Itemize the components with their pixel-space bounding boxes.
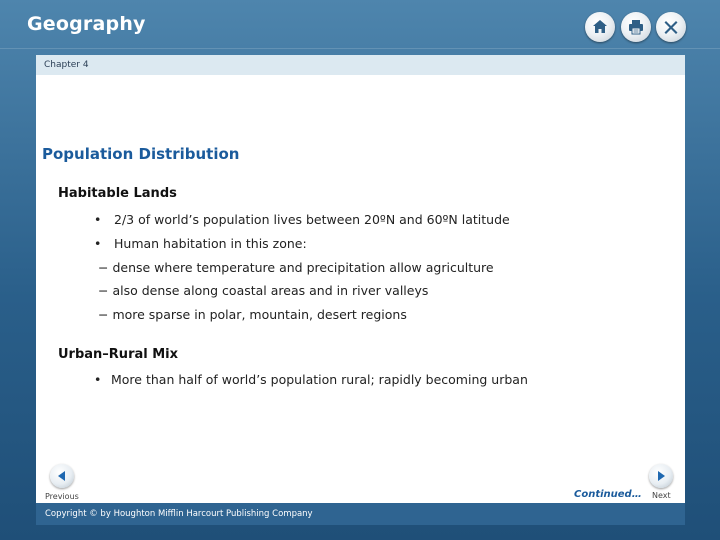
bullet-dot: • [94,212,102,227]
arrow-left-icon [58,471,65,481]
list-item: • More than half of world’s population ru… [94,372,528,387]
chapter-label: Chapter 4 [44,60,89,70]
bullet-text: Human habitation in this zone: [114,236,307,251]
home-button[interactable] [585,12,615,42]
home-icon [593,20,607,33]
next-label[interactable]: Next [652,491,671,500]
app-title: Geography [27,13,146,35]
list-item: • Human habitation in this zone: [94,236,307,251]
sub-list-item: − more sparse in polar, mountain, desert… [98,307,407,322]
printer-icon [629,20,643,35]
sub-list-item: − dense where temperature and precipitat… [98,260,494,275]
slide-content: Population Distribution Habitable Lands … [36,75,685,503]
bullet-text: 2/3 of world’s population lives between … [114,212,510,227]
close-icon [664,21,678,34]
bullet-dot: • [94,372,102,387]
chapter-bar: Chapter 4 [36,55,685,75]
previous-label[interactable]: Previous [45,492,79,501]
close-button[interactable] [656,12,686,42]
footer-bar: Copyright © by Houghton Mifflin Harcourt… [36,503,685,525]
slide-title: Population Distribution [42,145,240,163]
next-button[interactable] [649,464,673,488]
bullet-dot: • [94,236,102,251]
section-heading-urban-rural-mix: Urban–Rural Mix [58,347,179,362]
copyright-text: Copyright © by Houghton Mifflin Harcourt… [45,509,313,519]
previous-button[interactable] [50,464,74,488]
list-item: • 2/3 of world’s population lives between… [94,212,510,227]
bullet-text: More than half of world’s population rur… [111,372,528,387]
continued-label: Continued… [574,489,642,500]
arrow-right-icon [658,471,665,481]
sub-list-item: − also dense along coastal areas and in … [98,283,429,298]
section-heading-habitable-lands: Habitable Lands [58,186,177,201]
print-button[interactable] [621,12,651,42]
